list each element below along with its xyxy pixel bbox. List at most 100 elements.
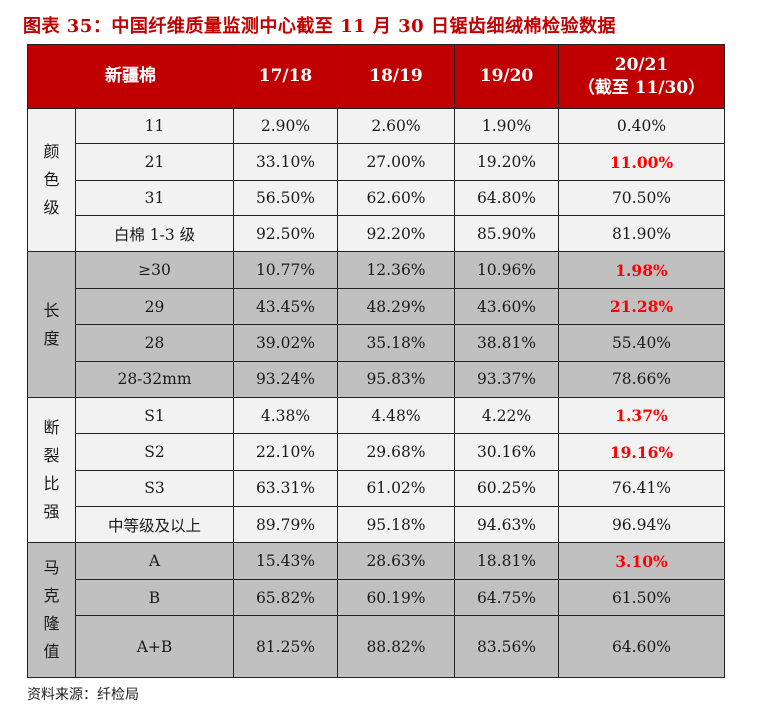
table-header: 新疆棉 17/18 18/19 19/20 20/21 （截至 11/30）: [27, 44, 725, 109]
row-label: 中等级及以上: [75, 506, 234, 544]
value-cell: 63.31%: [233, 469, 338, 508]
value-cell: 43.45%: [233, 287, 338, 326]
value-cell: 76.41%: [558, 469, 725, 508]
header-season-label: 20/21: [614, 54, 669, 75]
value-cell: 64.75%: [454, 578, 559, 617]
row-label: S2: [75, 433, 234, 471]
value-cell: 93.24%: [233, 360, 338, 398]
row-label: A+B: [75, 615, 234, 678]
value-cell: 95.18%: [337, 506, 455, 544]
value-cell: 92.20%: [337, 215, 455, 253]
row-label: 21: [75, 143, 234, 181]
group-label-char: 长: [43, 300, 60, 320]
value-cell: 64.80%: [454, 179, 559, 217]
value-cell: 64.60%: [558, 615, 725, 678]
row-label: 白棉 1-3 级: [75, 215, 234, 253]
value-cell: 15.43%: [233, 542, 338, 580]
value-cell: 43.60%: [454, 287, 559, 326]
value-cell: 56.50%: [233, 179, 338, 217]
value-cell: 39.02%: [233, 324, 338, 362]
group-label: 颜色级: [27, 107, 76, 253]
value-cell: 78.66%: [558, 360, 725, 398]
header-season: 18/19: [337, 44, 455, 109]
table-row: 28-32mm 93.24% 95.83% 93.37% 78.66%: [28, 360, 725, 398]
group-label-char: 强: [43, 502, 60, 522]
value-cell: 1.90%: [454, 107, 559, 145]
header-season: 19/20: [454, 44, 559, 109]
row-label: 28-32mm: [75, 360, 234, 398]
value-cell: 93.37%: [454, 360, 559, 398]
group-label-char: 隆: [43, 614, 60, 634]
value-cell: 3.10%: [558, 542, 725, 580]
value-cell: 33.10%: [233, 143, 338, 181]
value-cell: 21.28%: [558, 287, 725, 326]
value-cell: 60.19%: [337, 578, 455, 617]
value-cell: 60.25%: [454, 469, 559, 508]
value-cell: 2.60%: [337, 107, 455, 145]
value-cell: 10.96%: [454, 251, 559, 289]
row-label: 11: [75, 107, 234, 145]
table-row: S3 63.31% 61.02% 60.25% 76.41%: [28, 469, 725, 508]
header-season-note: （截至 11/30）: [577, 77, 706, 98]
group-label-char: 断: [43, 418, 60, 438]
value-cell: 22.10%: [233, 433, 338, 471]
value-cell: 94.63%: [454, 506, 559, 544]
table-row: 21 33.10% 27.00% 19.20% 11.00%: [28, 143, 725, 181]
table-row: 断裂比强 S1 4.38% 4.48% 4.22% 1.37%: [27, 396, 725, 544]
row-label: 28: [75, 324, 234, 362]
group-label: 断裂比强: [27, 396, 76, 544]
group-label-char: 克: [43, 586, 60, 606]
row-label: S3: [75, 469, 234, 508]
value-cell: 81.90%: [558, 215, 725, 253]
value-cell: 29.68%: [337, 433, 455, 471]
value-cell: 27.00%: [337, 143, 455, 181]
row-label: ≥30: [75, 251, 234, 289]
table-row: 31 56.50% 62.60% 64.80% 70.50%: [28, 179, 725, 217]
value-cell: 70.50%: [558, 179, 725, 217]
value-cell: 96.94%: [558, 506, 725, 544]
table-row: 中等级及以上 89.79% 95.18% 94.63% 96.94%: [28, 506, 725, 544]
value-cell: 4.22%: [454, 396, 559, 435]
value-cell: 2.90%: [233, 107, 338, 145]
value-cell: 89.79%: [233, 506, 338, 544]
table-row: 白棉 1-3 级 92.50% 92.20% 85.90% 81.90%: [28, 215, 725, 253]
value-cell: 81.25%: [233, 615, 338, 678]
group-label-char: 级: [43, 198, 60, 218]
figure-title: 图表 35：中国纤维质量监测中心截至 11 月 30 日锯齿细绒棉检验数据: [23, 16, 616, 37]
value-cell: 1.37%: [558, 396, 725, 435]
value-cell: 48.29%: [337, 287, 455, 326]
value-cell: 55.40%: [558, 324, 725, 362]
value-cell: 38.81%: [454, 324, 559, 362]
value-cell: 83.56%: [454, 615, 559, 678]
row-label: A: [75, 542, 234, 580]
group-label-char: 值: [43, 642, 60, 662]
value-cell: 61.50%: [558, 578, 725, 617]
value-cell: 88.82%: [337, 615, 455, 678]
cotton-inspection-table: 新疆棉 17/18 18/19 19/20 20/21 （截至 11/30） 颜…: [27, 44, 725, 678]
group-label: 长度: [27, 251, 76, 398]
table-row: 颜色级 11 2.90% 2.60% 1.90% 0.40%: [27, 107, 725, 253]
value-cell: 1.98%: [558, 251, 725, 289]
value-cell: 4.38%: [233, 396, 338, 435]
row-label: 31: [75, 179, 234, 217]
row-label: 29: [75, 287, 234, 326]
group-label-char: 马: [43, 558, 60, 578]
value-cell: 11.00%: [558, 143, 725, 181]
value-cell: 65.82%: [233, 578, 338, 617]
value-cell: 28.63%: [337, 542, 455, 580]
table-row: B 65.82% 60.19% 64.75% 61.50%: [28, 578, 725, 617]
value-cell: 12.36%: [337, 251, 455, 289]
table-row: A+B 81.25% 88.82% 83.56% 64.60%: [28, 615, 725, 678]
value-cell: 92.50%: [233, 215, 338, 253]
table-row: 长度 ≥30 10.77% 12.36% 10.96% 1.98%: [27, 251, 725, 398]
value-cell: 4.48%: [337, 396, 455, 435]
value-cell: 35.18%: [337, 324, 455, 362]
row-label: B: [75, 578, 234, 617]
group-label: 马克隆值: [27, 542, 76, 678]
group-label-char: 比: [43, 474, 60, 494]
table-row: 28 39.02% 35.18% 38.81% 55.40%: [28, 324, 725, 362]
header-season-current: 20/21 （截至 11/30）: [558, 44, 725, 109]
group-label-char: 度: [43, 328, 60, 348]
group-label-char: 颜: [43, 142, 60, 162]
source-note: 资料来源：纤检局: [27, 687, 139, 703]
